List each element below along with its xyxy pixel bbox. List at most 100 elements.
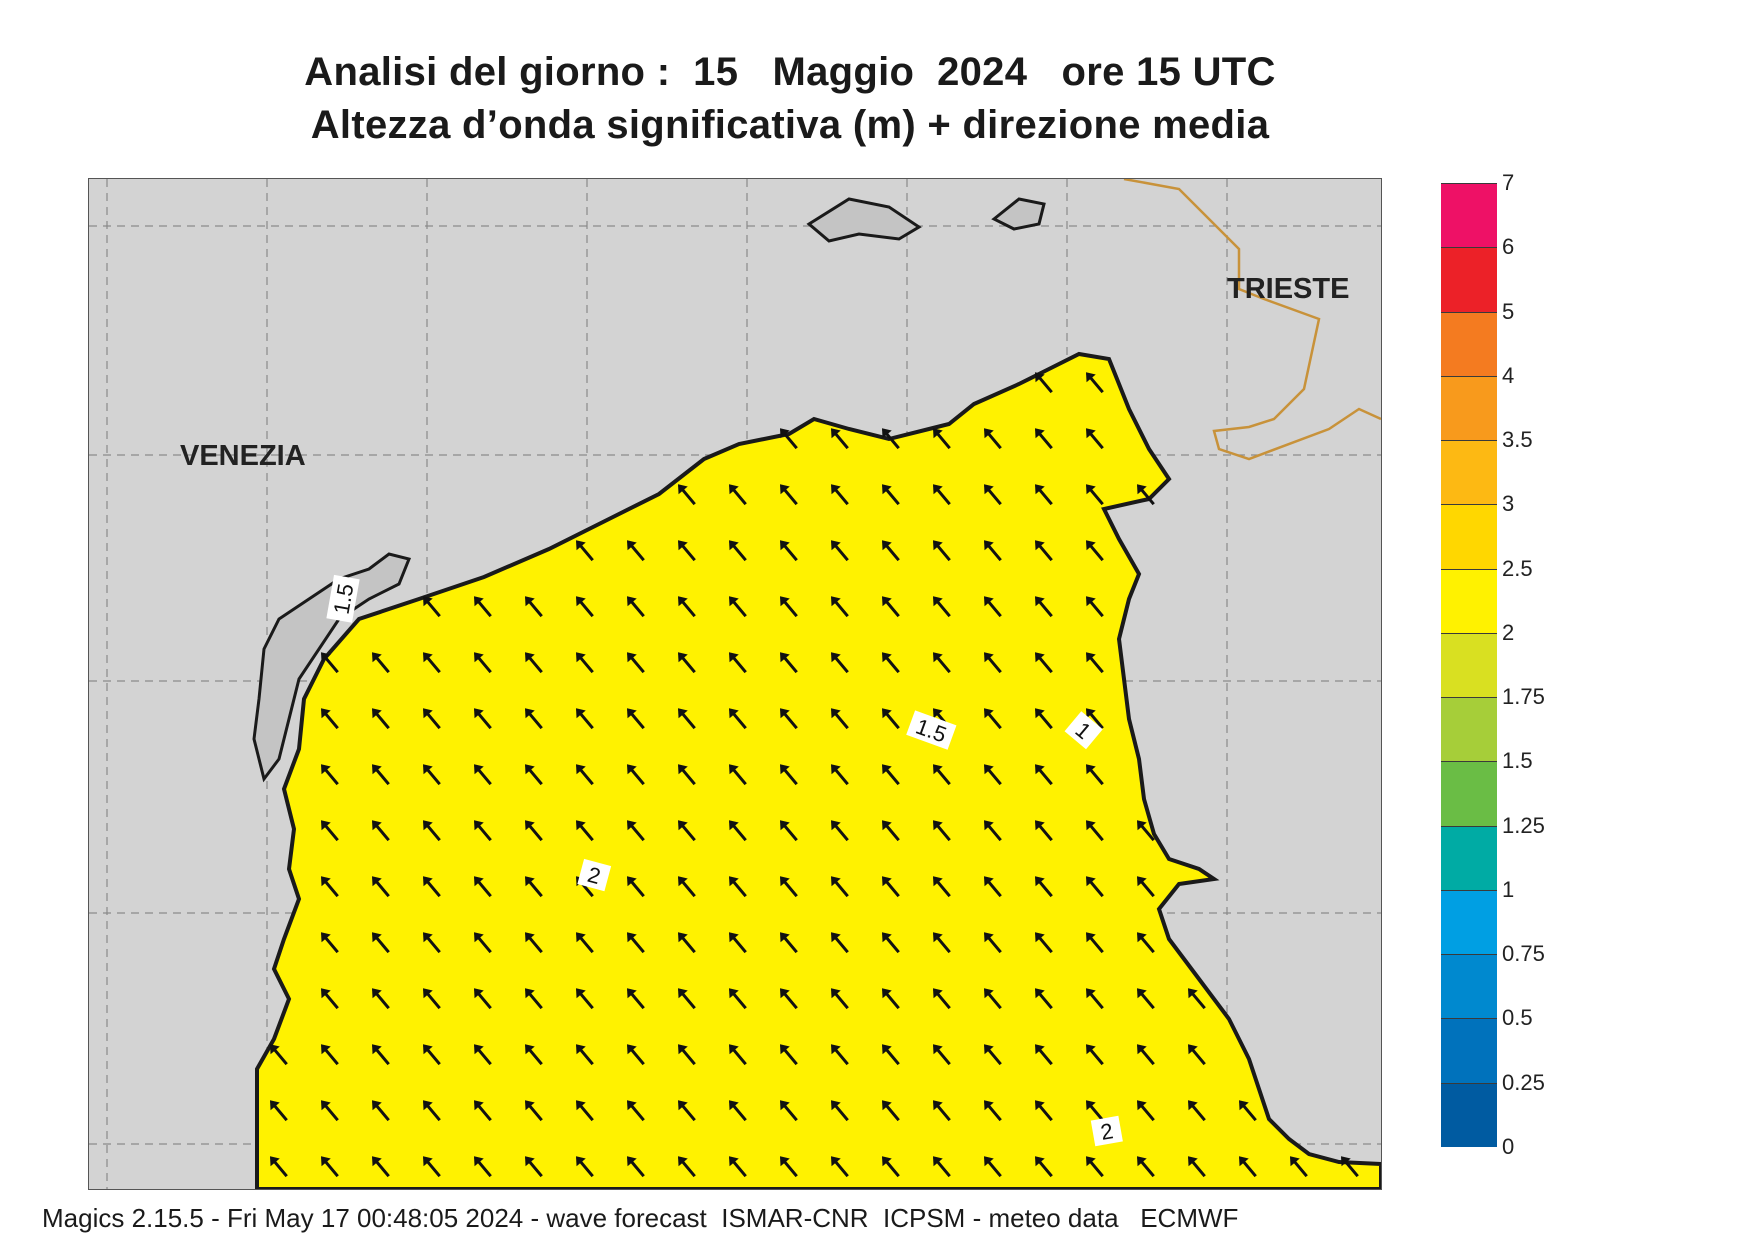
legend-swatch (1441, 568, 1497, 633)
contour-label: 2 (1099, 1118, 1115, 1145)
direction-arrow (984, 540, 1002, 562)
legend-swatch (1441, 632, 1497, 698)
direction-arrow (831, 876, 849, 898)
direction-arrow (780, 1100, 798, 1122)
direction-arrow (525, 708, 543, 730)
direction-arrow (933, 820, 951, 842)
legend-label: 0 (1502, 1134, 1515, 1159)
direction-arrow (678, 1156, 696, 1178)
legend-label: 2 (1502, 619, 1515, 645)
direction-arrow (780, 988, 798, 1010)
direction-arrow (882, 820, 900, 842)
title-line-2: Altezza d’onda significativa (m) + direz… (310, 103, 1270, 147)
direction-arrow (780, 652, 798, 674)
direction-arrow (1035, 428, 1053, 450)
color-legend (1441, 183, 1497, 1147)
direction-arrow (627, 764, 645, 786)
direction-arrow (984, 988, 1002, 1010)
direction-arrow (525, 876, 543, 898)
direction-arrow (933, 876, 951, 898)
legend-swatch (1441, 825, 1497, 890)
direction-arrow (831, 708, 849, 730)
direction-arrow (1035, 932, 1053, 954)
legend-label: 2.5 (1502, 555, 1533, 581)
direction-arrow (321, 1156, 339, 1178)
direction-arrow (1341, 1156, 1359, 1178)
direction-arrow (1086, 596, 1104, 618)
direction-arrow (882, 988, 900, 1010)
direction-arrow (576, 1100, 594, 1122)
direction-arrow (933, 764, 951, 786)
direction-arrow (1086, 1044, 1104, 1066)
direction-arrow (831, 820, 849, 842)
direction-arrow (525, 1044, 543, 1066)
direction-arrow (423, 1156, 441, 1178)
direction-arrow (1035, 596, 1053, 618)
direction-arrow (576, 652, 594, 674)
direction-arrow (423, 708, 441, 730)
direction-arrow (321, 1100, 339, 1122)
direction-arrow (729, 596, 747, 618)
place-label-venezia: VENEZIA (180, 440, 306, 472)
legend-label: 0.75 (1502, 941, 1545, 967)
direction-arrow (321, 932, 339, 954)
direction-arrow (627, 932, 645, 954)
direction-arrow (678, 652, 696, 674)
direction-arrow (678, 764, 696, 786)
direction-arrow (1035, 484, 1053, 506)
legend-label: 4 (1502, 362, 1515, 388)
legend-label: 6 (1502, 234, 1515, 260)
direction-arrow (882, 652, 900, 674)
direction-arrow (882, 484, 900, 506)
direction-arrow (1086, 932, 1104, 954)
direction-arrow (933, 596, 951, 618)
direction-arrow (831, 932, 849, 954)
direction-arrows (270, 372, 1359, 1178)
direction-arrow (729, 820, 747, 842)
direction-arrow (882, 1156, 900, 1178)
direction-arrow (423, 988, 441, 1010)
contour-label: 1.5 (329, 582, 359, 616)
place-label-trieste: TRIESTE (1227, 273, 1350, 305)
direction-arrow (423, 932, 441, 954)
direction-arrow (321, 1044, 339, 1066)
direction-arrow (831, 484, 849, 506)
direction-arrow (729, 1044, 747, 1066)
direction-arrow (372, 932, 390, 954)
direction-arrow (1188, 988, 1206, 1010)
direction-arrow (474, 820, 492, 842)
direction-arrow (882, 428, 900, 450)
direction-arrow (1188, 1100, 1206, 1122)
direction-arrow (678, 596, 696, 618)
direction-arrow (729, 652, 747, 674)
direction-arrow (1137, 988, 1155, 1010)
direction-arrow (1188, 1044, 1206, 1066)
direction-arrow (423, 764, 441, 786)
direction-arrow (1035, 540, 1053, 562)
direction-arrow (831, 764, 849, 786)
direction-arrow (729, 484, 747, 506)
direction-arrow (627, 708, 645, 730)
direction-arrow (933, 1156, 951, 1178)
direction-arrow (933, 652, 951, 674)
direction-arrow (1035, 372, 1053, 394)
direction-arrow (1035, 820, 1053, 842)
direction-arrow (729, 764, 747, 786)
direction-arrow (1188, 1156, 1206, 1178)
direction-arrow (984, 764, 1002, 786)
title-line-1: Analisi del giorno : 15 Maggio 2024 ore … (304, 50, 1276, 94)
direction-arrow (678, 1044, 696, 1066)
direction-arrow (984, 1044, 1002, 1066)
direction-arrow (474, 1044, 492, 1066)
direction-arrow (831, 1156, 849, 1178)
direction-arrow (270, 1156, 288, 1178)
direction-arrow (831, 652, 849, 674)
direction-arrow (780, 596, 798, 618)
direction-arrow (627, 988, 645, 1010)
direction-arrow (372, 708, 390, 730)
direction-arrow (270, 1100, 288, 1122)
direction-arrow (678, 708, 696, 730)
direction-arrow (576, 1156, 594, 1178)
direction-arrow (780, 708, 798, 730)
direction-arrow (1086, 428, 1104, 450)
